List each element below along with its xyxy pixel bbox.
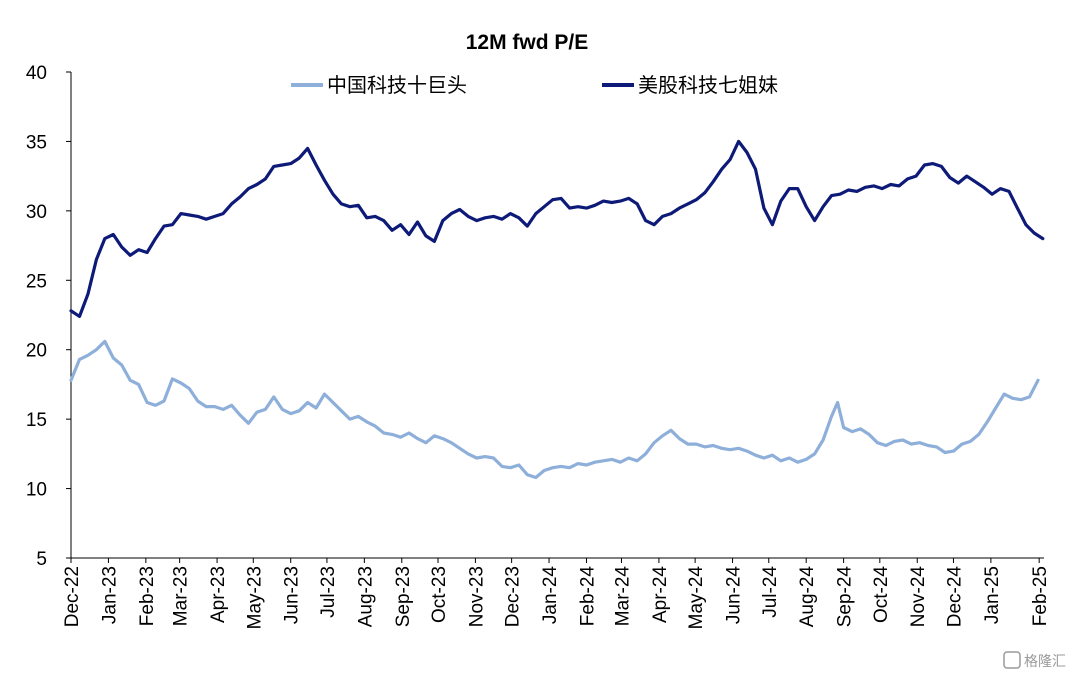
watermark-logo-icon — [1003, 651, 1021, 669]
x-tick-label: Jun-23 — [282, 566, 303, 624]
x-tick-label: Sep-23 — [393, 566, 414, 627]
x-tick-label: Oct-24 — [871, 566, 892, 623]
y-tick-label: 35 — [26, 132, 47, 153]
x-tick-label: Dec-22 — [62, 566, 83, 627]
x-tick-label: May-23 — [244, 566, 265, 629]
x-tick-label: Jun-24 — [724, 566, 745, 625]
legend-label-china-tech: 中国科技十巨头 — [327, 73, 467, 97]
x-tick-label: May-24 — [686, 566, 707, 630]
x-tick-label: Sep-24 — [835, 566, 856, 628]
x-tick-label: Dec-23 — [503, 566, 524, 627]
chart-title: 12M fwd P/E — [466, 31, 589, 54]
legend: 中国科技十巨头 美股科技七姐妹 — [291, 73, 778, 97]
x-tick-label: Feb-25 — [1030, 566, 1051, 626]
y-tick-label: 5 — [36, 549, 47, 570]
legend-label-us-tech: 美股科技七姐妹 — [638, 73, 778, 97]
x-tick-label: Jan-25 — [982, 566, 1003, 624]
x-tick-label: Aug-24 — [797, 566, 818, 628]
watermark-text: 格隆汇 — [1024, 654, 1066, 670]
x-tick-label: Jan-23 — [99, 566, 120, 624]
x-tick-label: Jan-24 — [540, 566, 561, 625]
x-axis: Dec-22 Jan-23 Feb-23 Mar-23 Apr-23 May-23 Jun-… — [62, 557, 1051, 630]
x-tick-label: Mar-24 — [612, 566, 633, 627]
x-tick-label: Apr-24 — [650, 566, 671, 623]
x-tick-label: Jul-24 — [760, 566, 781, 618]
x-tick-label: Dec-24 — [944, 566, 965, 628]
series-line-china-tech — [69, 339, 1040, 480]
y-tick-label: 40 — [26, 63, 47, 84]
x-tick-label: Jul-23 — [318, 566, 339, 618]
x-tick-label: Nov-23 — [466, 566, 487, 627]
series-line-us-tech — [69, 139, 1045, 318]
x-tick-label: Nov-24 — [908, 566, 929, 628]
watermark: 格隆汇 — [1003, 651, 1066, 670]
y-tick-label: 30 — [26, 202, 47, 223]
y-tick-label: 20 — [26, 341, 47, 362]
y-tick-label: 15 — [26, 410, 47, 431]
y-tick-label: 25 — [26, 271, 47, 292]
y-axis: 5 10 15 20 25 30 35 40 — [26, 63, 72, 570]
x-tick-label: Feb-23 — [137, 566, 158, 626]
x-tick-label: Feb-24 — [577, 566, 598, 627]
x-tick-label: Mar-23 — [171, 566, 192, 626]
series-layer — [69, 139, 1045, 480]
y-tick-label: 10 — [26, 480, 47, 501]
x-tick-label: Aug-23 — [355, 566, 376, 627]
x-tick-label: Oct-23 — [429, 566, 450, 623]
x-tick-label: Apr-23 — [208, 566, 229, 623]
